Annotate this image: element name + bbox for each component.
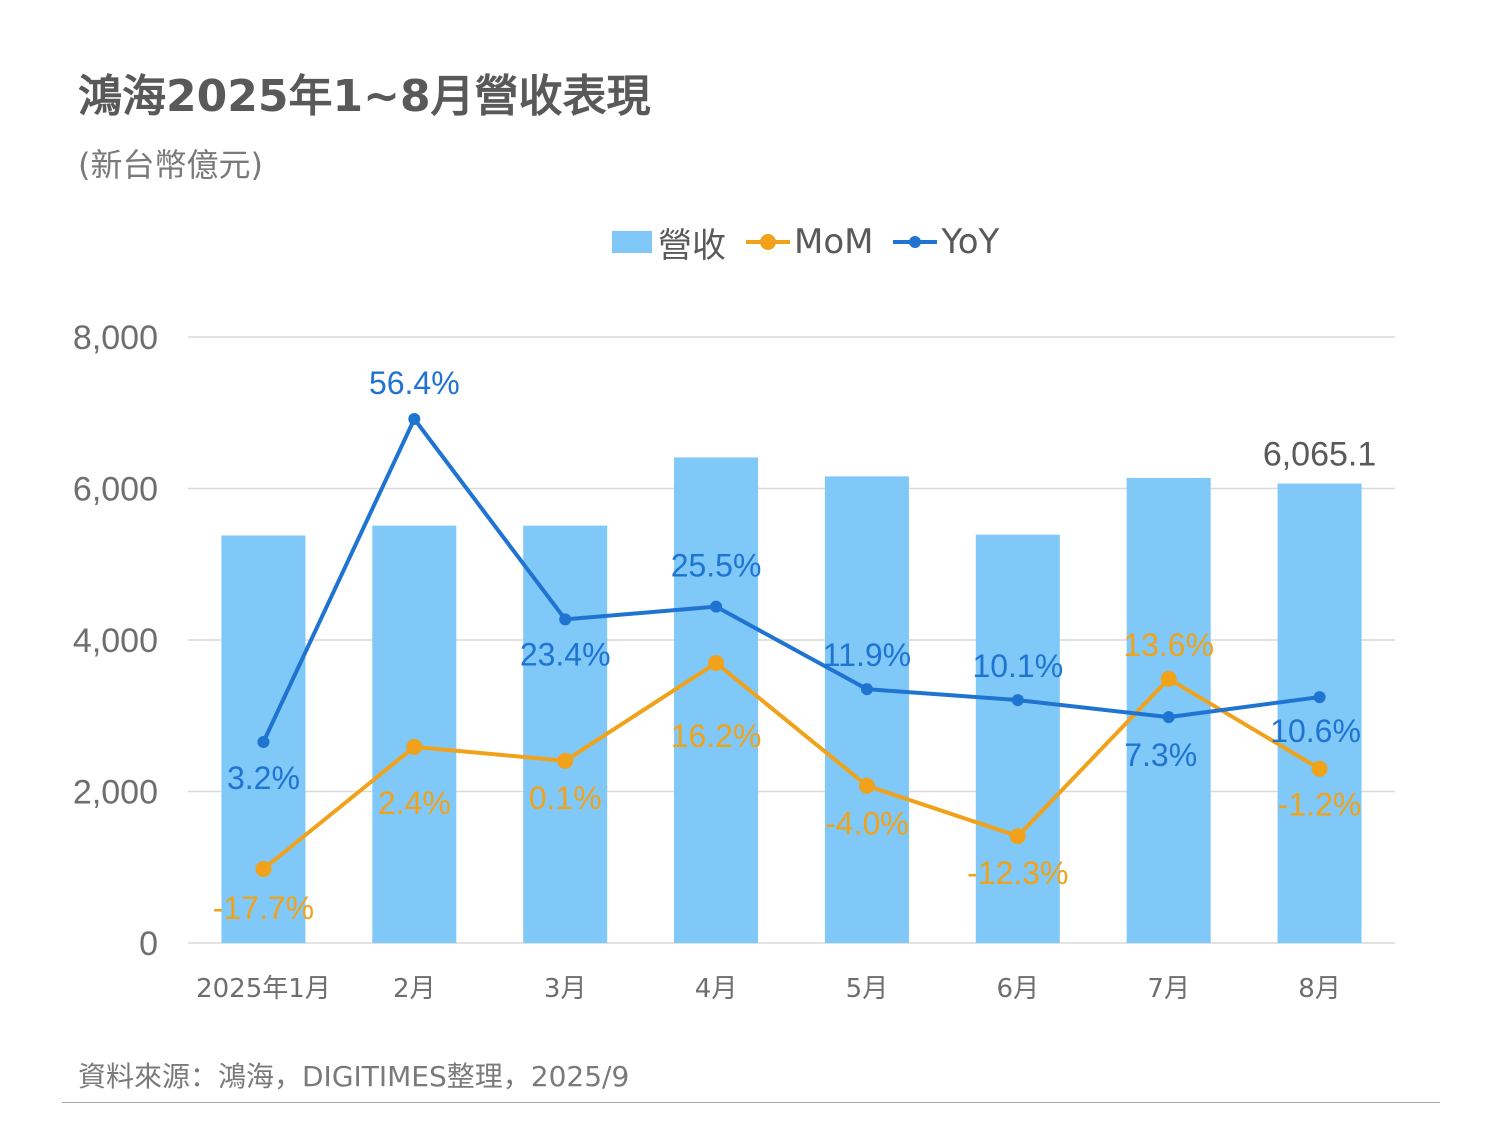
- revenue-bar: [975, 534, 1060, 943]
- source-note: 資料來源：鴻海，DIGITIMES整理，2025/9: [78, 1060, 630, 1093]
- y-tick-label: 2,000: [73, 774, 158, 812]
- y-tick-label: 6,000: [73, 471, 158, 509]
- yoy-line: [261, 417, 1320, 743]
- yoy-point: [408, 413, 421, 425]
- mom-point: [708, 655, 725, 671]
- mom-data-label: -12.3%: [967, 855, 1068, 891]
- yoy-point: [1313, 691, 1326, 704]
- yoy-point: [710, 600, 723, 613]
- yoy-data-label: 10.6%: [1270, 713, 1361, 749]
- mom-point: [1160, 670, 1177, 687]
- legend-swatch-yoy: [893, 231, 938, 253]
- mom-data-label: 2.4%: [378, 785, 451, 821]
- yoy-data-label: 11.9%: [823, 637, 911, 673]
- yoy-data-label: 56.4%: [369, 365, 460, 401]
- revenue-bar: [824, 476, 909, 943]
- yoy-data-label: 3.2%: [227, 760, 300, 796]
- x-tick-label: 6月: [997, 974, 1040, 1004]
- mom-point: [1009, 828, 1026, 845]
- x-tick-label: 3月: [544, 974, 587, 1004]
- legend-swatch-revenue: [612, 231, 652, 253]
- yoy-data-label: 7.3%: [1124, 737, 1197, 773]
- yoy-data-label: 10.1%: [972, 648, 1063, 684]
- mom-data-label: 13.6%: [1123, 627, 1214, 663]
- revenue-bar: [674, 457, 759, 943]
- x-tick-label: 7月: [1147, 974, 1190, 1004]
- legend-item-mom: MoM: [746, 222, 873, 262]
- yoy-point: [860, 683, 873, 696]
- yoy-point: [1162, 711, 1175, 724]
- mom-point: [557, 752, 574, 769]
- y-tick-label: 8,000: [73, 319, 158, 357]
- mom-point: [858, 777, 875, 794]
- mom-data-label: -17.7%: [213, 890, 314, 926]
- footer-divider: [62, 1102, 1440, 1103]
- mom-point: [1311, 760, 1328, 777]
- revenue-bar: [372, 525, 457, 943]
- x-tick-label: 2月: [393, 974, 436, 1004]
- mom-data-label: 0.1%: [529, 780, 602, 816]
- legend-label-revenue: 營收: [658, 225, 726, 266]
- mom-data-label: 16.2%: [671, 718, 762, 754]
- chart-title: 鴻海2025年1~8月營收表現: [78, 71, 651, 122]
- yoy-data-label: 23.4%: [520, 636, 611, 672]
- legend-item-yoy: YoY: [893, 222, 999, 262]
- yoy-point: [1011, 694, 1024, 707]
- legend-label-mom: MoM: [794, 222, 874, 262]
- yoy-point: [257, 736, 270, 748]
- legend-swatch-mom: [746, 231, 790, 253]
- mom-data-label: -4.0%: [825, 806, 909, 842]
- mom-data-label: -1.2%: [1278, 787, 1362, 823]
- y-tick-label: 0: [139, 925, 158, 963]
- yoy-data-label: 25.5%: [671, 548, 762, 584]
- revenue-bar: [1277, 483, 1362, 943]
- mom-point: [255, 861, 272, 877]
- yoy-point: [559, 613, 572, 626]
- revenue-bar: [523, 525, 608, 943]
- x-tick-label: 2025年1月: [196, 974, 331, 1004]
- y-tick-label: 4,000: [73, 622, 158, 660]
- x-tick-label: 4月: [695, 974, 738, 1004]
- mom-point: [406, 738, 423, 755]
- legend-item-revenue: 營收: [612, 218, 726, 267]
- revenue-value-label: 6,065.1: [1263, 436, 1376, 474]
- x-tick-label: 5月: [846, 974, 889, 1004]
- chart-subtitle: (新台幣億元): [78, 146, 263, 184]
- chart-legend: 營收 MoM YoY: [612, 218, 1019, 266]
- mom-line: [262, 661, 1321, 871]
- x-tick-label: 8月: [1298, 974, 1341, 1004]
- legend-label-yoy: YoY: [941, 222, 1000, 262]
